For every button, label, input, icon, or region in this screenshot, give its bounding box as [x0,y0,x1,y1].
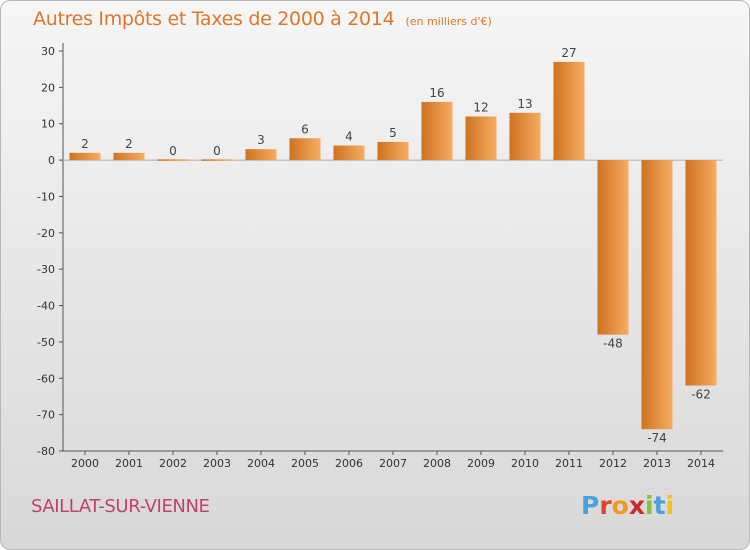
data-label: 12 [473,100,488,114]
y-tick-label: 30 [41,45,55,58]
y-tick-label: -60 [37,372,55,385]
x-tick-label: 2008 [423,457,451,470]
title-block: Autres Impôts et Taxes de 2000 à 2014 (e… [33,8,492,30]
data-label: -62 [691,388,711,402]
bar [377,141,409,161]
bar [597,160,629,335]
bar [289,138,321,161]
data-label: 4 [345,130,353,144]
bar-layer [69,61,717,430]
y-tick-label: -80 [37,445,55,458]
x-tick-label: 2009 [467,457,495,470]
y-tick-label: -70 [37,409,55,422]
data-label: 3 [257,133,265,147]
x-tick-label: 2007 [379,457,407,470]
x-tick-label: 2014 [687,457,715,470]
data-label: 6 [301,122,309,136]
label-layer: 2000 2 2001 2 2002 0 2003 0 2004 3 2005 6 2006 4 2007 5… [71,46,715,470]
bar [245,149,277,161]
chart-title: Autres Impôts et Taxes de 2000 à 2014 [33,8,395,30]
data-label: -48 [603,337,623,351]
x-tick-label: 2002 [159,457,187,470]
data-label: -74 [647,431,667,445]
data-label: 0 [169,144,177,158]
x-tick-label: 2003 [203,457,231,470]
bar [641,160,673,430]
y-tick-label: -30 [37,263,55,276]
logo-letter: o [611,491,629,520]
logo-letter: x [628,491,645,520]
proxiti-logo: Proxiti [581,491,674,520]
x-tick-label: 2005 [291,457,319,470]
data-label: 5 [389,126,397,140]
y-tick-label: 10 [41,118,55,131]
x-tick-label: 2010 [511,457,539,470]
y-tick-label: -50 [37,336,55,349]
data-label: 0 [213,144,221,158]
x-tick-label: 2004 [247,457,275,470]
x-tick-label: 2006 [335,457,363,470]
y-tick-label: -40 [37,300,55,313]
y-tick-label: -20 [37,227,55,240]
x-tick-label: 2000 [71,457,99,470]
data-label: 16 [429,86,444,100]
x-tick-label: 2012 [599,457,627,470]
logo-letter: r [599,491,612,520]
bar [201,159,233,161]
logo-letter: t [653,491,666,520]
y-tick-label: 0 [48,154,55,167]
data-label: 2 [81,137,89,151]
bar [113,152,145,161]
chart-unit: (en milliers d'€) [405,15,492,28]
bar [157,159,189,161]
bar [333,145,365,161]
bar [69,152,101,161]
bar [685,160,717,386]
bar [509,112,541,161]
y-tick-label: -10 [37,190,55,203]
commune-name: SAILLAT-SUR-VIENNE [31,496,210,517]
x-tick-label: 2013 [643,457,671,470]
data-label: 13 [517,97,532,111]
bar [553,61,585,161]
y-tick-label: 20 [41,81,55,94]
logo-letter: i [665,491,675,520]
data-label: 2 [125,137,133,151]
x-tick-label: 2011 [555,457,583,470]
logo-letter: i [645,491,654,520]
bar [421,101,453,161]
x-tick-label: 2001 [115,457,143,470]
logo-letter: P [581,491,600,520]
data-label: 27 [561,46,576,60]
bar [465,116,497,161]
